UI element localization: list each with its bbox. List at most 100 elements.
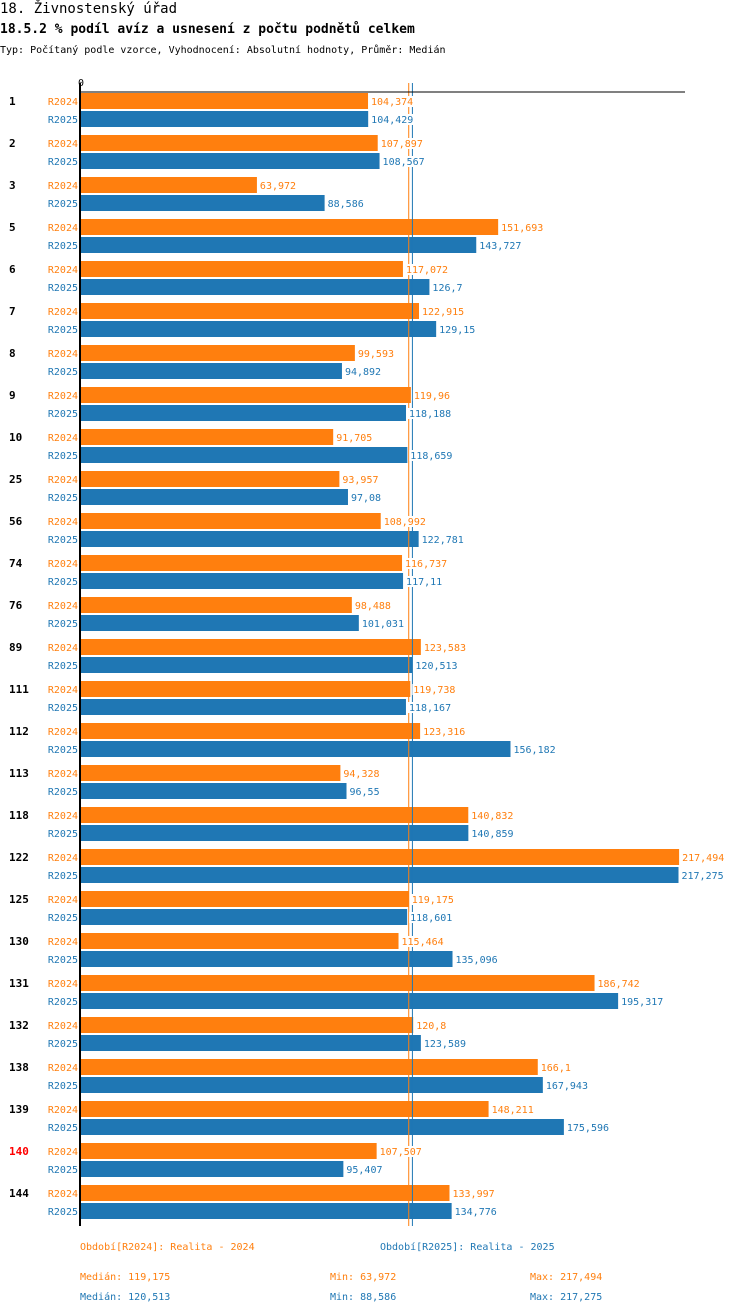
- value-label-r2025: 123,589: [424, 1039, 466, 1050]
- category-label: 1: [9, 95, 16, 108]
- series-label-r2025: R2025: [48, 619, 78, 630]
- value-label-background: [412, 684, 457, 695]
- value-label-background: [454, 954, 500, 965]
- value-label-background: [258, 180, 298, 191]
- value-label-r2024: 122,915: [422, 307, 464, 318]
- value-label-background: [410, 894, 456, 905]
- category-label: 6: [9, 263, 16, 276]
- series-label-r2025: R2025: [48, 829, 78, 840]
- series-label-r2024: R2024: [48, 181, 78, 192]
- value-label-background: [343, 366, 383, 377]
- value-label-background: [680, 870, 726, 881]
- stat-r2025-min: Min: 88,586: [330, 1292, 397, 1303]
- series-label-r2025: R2025: [48, 955, 78, 966]
- bar-r2024: [81, 555, 403, 571]
- category-label: 125: [9, 893, 29, 906]
- value-label-background: [404, 558, 449, 569]
- value-label-r2024: 119,175: [412, 895, 454, 906]
- bar-r2025: [81, 993, 619, 1009]
- value-label-r2025: 195,317: [621, 997, 663, 1008]
- bar-r2025: [81, 363, 342, 379]
- value-label-r2024: 107,507: [380, 1147, 422, 1158]
- bar-r2024: [81, 1059, 538, 1075]
- series-label-r2025: R2025: [48, 661, 78, 672]
- series-label-r2024: R2024: [48, 349, 78, 360]
- value-label-r2025: 118,167: [409, 703, 451, 714]
- category-label: 131: [9, 977, 29, 990]
- value-label-background: [565, 1122, 611, 1133]
- value-label-r2024: 94,328: [343, 769, 379, 780]
- value-label-r2024: 104,374: [371, 97, 413, 108]
- value-label-background: [422, 726, 467, 737]
- bar-r2024: [81, 345, 355, 361]
- value-label-r2024: 186,742: [598, 979, 640, 990]
- series-label-r2025: R2025: [48, 745, 78, 756]
- bar-r2024: [81, 303, 420, 319]
- value-label-r2025: 96,55: [350, 787, 380, 798]
- value-label-r2024: 98,488: [355, 601, 391, 612]
- series-label-r2025: R2025: [48, 703, 78, 714]
- value-label-background: [422, 1038, 468, 1049]
- bar-r2025: [81, 741, 511, 757]
- value-label-r2025: 135,096: [456, 955, 498, 966]
- series-label-r2024: R2024: [48, 601, 78, 612]
- legend-r2025: Období[R2025]: Realita - 2025: [380, 1242, 555, 1253]
- bar-r2025: [81, 951, 453, 967]
- value-label-background: [451, 1188, 497, 1199]
- value-label-background: [544, 1080, 590, 1091]
- stat-r2025-max: Max: 217,275: [530, 1292, 603, 1303]
- series-label-r2025: R2025: [48, 451, 78, 462]
- value-label-r2025: 156,182: [514, 745, 556, 756]
- value-label-r2024: 99,593: [358, 349, 394, 360]
- value-label-r2024: 120,8: [416, 1021, 446, 1032]
- value-label-background: [512, 744, 558, 755]
- series-label-r2024: R2024: [48, 853, 78, 864]
- series-label-r2024: R2024: [48, 475, 78, 486]
- value-label-background: [681, 852, 726, 863]
- category-label: 25: [9, 473, 22, 486]
- bar-r2024: [81, 597, 352, 613]
- series-label-r2024: R2024: [48, 1021, 78, 1032]
- series-label-r2024: R2024: [48, 1105, 78, 1116]
- bar-r2025: [81, 1119, 564, 1135]
- axis-zero-label: 0: [78, 78, 84, 89]
- series-label-r2025: R2025: [48, 409, 78, 420]
- bar-r2025: [81, 573, 404, 589]
- value-label-background: [349, 492, 383, 503]
- series-label-r2024: R2024: [48, 391, 78, 402]
- value-label-background: [409, 912, 454, 923]
- value-label-r2024: 116,737: [405, 559, 447, 570]
- bar-r2025: [81, 909, 408, 925]
- value-label-r2025: 108,567: [383, 157, 425, 168]
- value-label-background: [453, 1206, 499, 1217]
- value-label-r2025: 122,781: [422, 535, 464, 546]
- bar-r2025: [81, 279, 430, 295]
- category-label: 140: [9, 1145, 29, 1158]
- category-label: 112: [9, 725, 29, 738]
- series-label-r2024: R2024: [48, 433, 78, 444]
- category-label: 118: [9, 809, 29, 822]
- section-title: 18. Živnostenský úřad: [0, 1, 178, 17]
- bar-r2025: [81, 1203, 452, 1219]
- value-label-background: [415, 1020, 448, 1031]
- value-label-r2025: 140,859: [471, 829, 513, 840]
- category-label: 8: [9, 347, 16, 360]
- bar-r2025: [81, 195, 325, 211]
- value-label-r2025: 126,7: [432, 283, 462, 294]
- bar-r2024: [81, 1101, 489, 1117]
- category-label: 132: [9, 1019, 29, 1032]
- series-label-r2025: R2025: [48, 1123, 78, 1134]
- series-label-r2024: R2024: [48, 223, 78, 234]
- value-label-background: [421, 306, 466, 317]
- bar-r2024: [81, 219, 499, 235]
- category-label: 122: [9, 851, 29, 864]
- series-label-r2024: R2024: [48, 937, 78, 948]
- value-label-background: [360, 618, 406, 629]
- series-label-r2025: R2025: [48, 367, 78, 378]
- category-label: 76: [9, 599, 23, 612]
- category-label: 74: [9, 557, 23, 570]
- bar-r2025: [81, 489, 348, 505]
- value-label-background: [409, 450, 455, 461]
- value-label-background: [335, 432, 374, 443]
